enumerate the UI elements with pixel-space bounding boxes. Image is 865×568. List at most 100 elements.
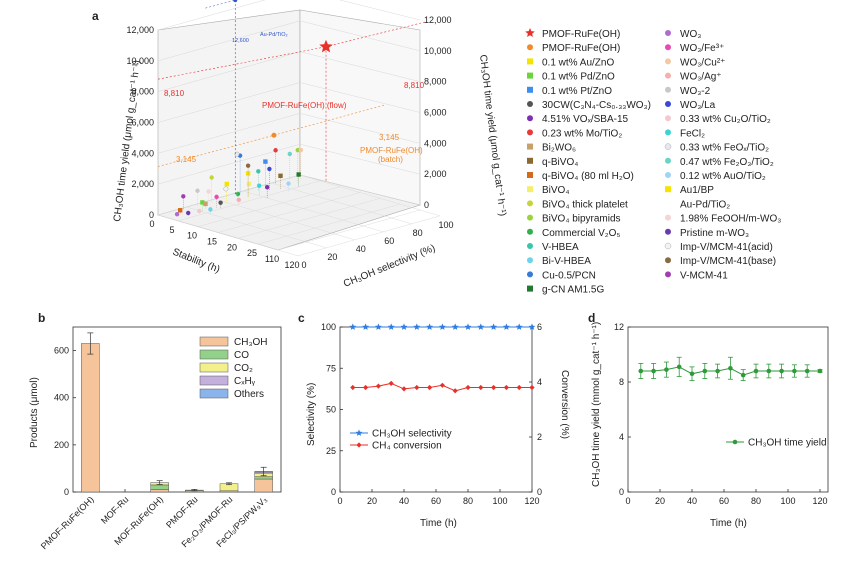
legend-a-marker [527, 86, 533, 93]
legend-a-marker [665, 214, 671, 221]
legend-a-marker [665, 58, 671, 65]
legend-a-marker [665, 44, 671, 51]
panel-a-scatter-point [273, 148, 278, 153]
panel-b-legend-label: CO [234, 350, 249, 361]
panel-a-xgrid-line [257, 203, 401, 245]
panel-b-legend-swatch [199, 349, 229, 360]
panel-b-bar-segment [81, 343, 100, 493]
panel-d-series [638, 356, 823, 382]
panel-a-xtick: 120 [284, 260, 299, 270]
panel-c-series [349, 323, 536, 394]
panel-a-scatter-point [278, 173, 283, 178]
panel-d-xtick-label: 80 [751, 496, 761, 506]
panel-c-xlabel: Time (h) [420, 518, 457, 529]
panel-b-ytick-label: 200 [54, 440, 69, 450]
panel-a-ytick: 80 [413, 228, 423, 238]
legend-a-label: Au-Pd/TiO₂ [680, 199, 730, 210]
legend-a-marker [665, 86, 671, 93]
panel-a-ytick: 0 [301, 260, 306, 270]
panel-d-xtick-label: 40 [687, 496, 697, 506]
panel-a-xtick: 0 [149, 219, 154, 229]
annotation-8810-right: 8,810 [404, 81, 425, 90]
panel-a-scatter-point [203, 201, 208, 207]
panel-b-ytick-label: 0 [64, 487, 69, 497]
panel-c-y2tick-label: 2 [537, 432, 542, 442]
legend-a-label: WO₃/Ag⁺ [680, 72, 722, 83]
annotation-3145-left: 3,145 [176, 155, 197, 164]
panel-c-data-point [427, 384, 433, 391]
panel-b-legend-label: CₓHᵧ [234, 376, 256, 387]
aupd-hline [205, 0, 236, 9]
panel-a-scatter-point [224, 181, 229, 187]
legend-a-label: 0.12 wt% AuO/TiO₂ [680, 171, 766, 182]
panel-a-ztick-left: 8,000 [131, 87, 154, 97]
panel-a-ztick-left: 12,000 [126, 25, 154, 35]
panel-a-ygrid-line [243, 190, 384, 233]
legend-a-label: Pristine m-WO₃ [680, 228, 749, 239]
panel-b-xtick-label: PMOF-RuFe(OH) [39, 494, 96, 551]
legend-a-label: WO₃/La [680, 100, 716, 111]
panel-b-legend-label: CO₂ [234, 363, 253, 374]
panel-d-line-chart: 0 20 40 60 80 100 120 0 4 8 12 CH₃OH time yield CH… [591, 322, 829, 529]
aupd-marker [233, 0, 238, 3]
panel-b-xtick-label: MOF-Ru [99, 494, 130, 525]
panel-c-xtick-label: 100 [492, 496, 507, 506]
annotation-flow-label: PMOF-RuFe(OH) (flow) [262, 101, 347, 110]
panel-d-legend-marker [732, 439, 738, 445]
legend-a-marker [665, 157, 671, 164]
legend-a-label: Bi₂WO₆ [542, 143, 576, 154]
panel-d-data-point [676, 364, 682, 370]
panel-d-ytick-label: 4 [619, 432, 624, 442]
panel-c-data-point [426, 323, 434, 330]
panel-c-data-point [503, 384, 509, 391]
panel-a-ytick: 20 [327, 252, 337, 262]
panel-b-ytick-label: 600 [54, 346, 69, 356]
legend-a-label: WO₃ [680, 29, 701, 40]
panel-a-ztick-right: 8,000 [424, 77, 447, 87]
legend-a-label: WO₃/Fe³⁺ [680, 43, 724, 54]
panel-d-xtick-label: 20 [655, 496, 665, 506]
legend-a-label: Bi-V-HBEA [542, 256, 591, 267]
panel-b-frame [72, 326, 282, 493]
panel-d-ticks: 0 20 40 60 80 100 120 0 4 8 12 [614, 322, 828, 506]
panel-a-ztick-right: 4,000 [424, 138, 447, 148]
panel-c-data-point [516, 384, 522, 391]
panel-a-ticks: 002,0002,0004,0004,0006,0006,0008,0008,0… [126, 15, 453, 270]
panel-b-bar-segment [254, 478, 273, 493]
panel-c-y2tick-label: 0 [537, 487, 542, 497]
legend-a-label: V-MCM-41 [680, 270, 728, 281]
panel-a-ygrid-line [214, 198, 355, 241]
panel-a-scatter-point [245, 171, 251, 176]
legend-a-label: q-BiVO₄ (80 ml H₂O) [542, 171, 634, 182]
panel-c-data-point [515, 323, 523, 330]
legend-a-label: 0.1 wt% Au/ZnO [542, 57, 614, 68]
panel-c-data-point [400, 323, 408, 330]
legend-a-marker [527, 58, 533, 65]
panel-d-data-point [728, 365, 733, 371]
panel-a-scatter-point [178, 208, 183, 213]
panel-a-scatter-point [296, 172, 301, 177]
panel-a-ztick-right: 12,000 [424, 15, 452, 25]
panel-d-data-point [792, 368, 797, 374]
panel-c-data-point [502, 323, 510, 330]
panel-c-data-point [491, 384, 497, 391]
panel-d-data-point [753, 368, 759, 374]
legend-a-label: 1.98% FeOOH/m-WO₃ [680, 214, 781, 225]
panel-a-scatter-point [298, 147, 304, 153]
legend-a-marker [665, 101, 671, 107]
panel-c-data-point [363, 384, 369, 391]
panel-a-xgrid-line [277, 209, 421, 251]
panel-d-ytick-label: 8 [619, 377, 624, 387]
legend-a-marker [665, 115, 671, 122]
annotation-8810-left: 8,810 [164, 89, 185, 98]
panel-a-points [174, 147, 304, 217]
legend-a-label: 0.47 wt% Fe₂O₃/TiO₂ [680, 157, 774, 168]
legend-a-label: 0.33 wt% FeOₓ/TiO₂ [680, 143, 769, 154]
panel-a-ygrid-line [157, 214, 299, 257]
panel-a-ytick: 60 [384, 236, 394, 246]
legend-a-label: BiVO₄ [542, 185, 569, 196]
panel-a-scatter-point [286, 181, 291, 186]
panel-a-xtick: 25 [247, 248, 257, 258]
panel-c-xtick-label: 20 [367, 496, 377, 506]
